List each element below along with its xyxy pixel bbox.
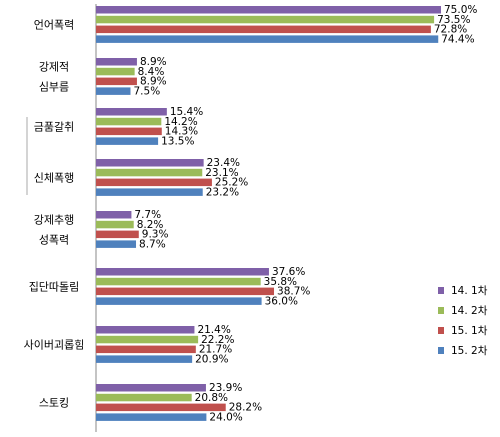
data-label: 23.4% <box>207 157 240 169</box>
bar <box>96 211 132 219</box>
bar <box>96 335 199 344</box>
data-label: 35.8% <box>264 276 297 288</box>
data-label: 21.7% <box>199 344 232 356</box>
data-label: 38.7% <box>277 286 310 298</box>
data-label: 13.5% <box>161 135 194 147</box>
bar <box>96 127 162 136</box>
data-label: 15.4% <box>170 106 203 118</box>
data-label: 20.8% <box>195 392 228 404</box>
category-label: 금품갈취 <box>34 119 74 133</box>
bar <box>96 393 192 402</box>
data-label: 22.2% <box>201 334 234 346</box>
data-label: 23.9% <box>209 382 242 394</box>
value-labels-layer: 75.0% 8.9% 15.4% 23.4% 7.7% 37.6% 21.4% 23.9% 73… <box>134 4 478 423</box>
data-label: 23.2% <box>206 186 239 198</box>
bar <box>96 355 193 363</box>
data-label: 72.8% <box>434 24 467 36</box>
data-label: 21.4% <box>197 324 230 336</box>
data-label: 20.9% <box>195 353 228 365</box>
data-label: 74.4% <box>441 33 474 45</box>
category-label: 강제적 <box>39 60 69 73</box>
data-label: 8.4% <box>138 66 165 78</box>
bar <box>96 35 439 43</box>
data-label: 73.5% <box>437 14 470 26</box>
bar <box>96 67 135 76</box>
data-label: 8.7% <box>139 238 166 250</box>
data-label: 25.2% <box>215 177 248 189</box>
bar <box>96 58 137 66</box>
category-label: 언어폭력 <box>34 18 74 31</box>
data-label: 9.3% <box>142 229 169 241</box>
category-label: 성폭력 <box>39 233 69 246</box>
data-label: 8.2% <box>137 219 164 231</box>
legend-label: 15. 1차 <box>451 325 488 337</box>
category-label: 심부름 <box>39 80 69 93</box>
bar <box>96 384 206 392</box>
bar <box>96 6 441 14</box>
bar <box>96 277 261 286</box>
data-label: 14.2% <box>164 116 197 128</box>
legend-swatch <box>438 347 444 354</box>
bar <box>96 220 134 229</box>
bar <box>96 137 159 145</box>
bar <box>96 326 195 334</box>
category-label: 스토킹 <box>39 396 69 409</box>
legend-swatch <box>438 287 444 294</box>
data-label: 7.5% <box>134 85 161 97</box>
data-label: 37.6% <box>272 266 305 278</box>
category-label: 집단따돌림 <box>29 280 80 293</box>
data-label: 23.1% <box>205 167 238 179</box>
bar <box>96 230 139 239</box>
legend-label: 15. 2차 <box>451 345 488 357</box>
data-label: 8.9% <box>140 56 167 68</box>
bar <box>96 77 137 86</box>
legend: 14. 1차 14. 2차 15. 1차 15. 2차 <box>438 285 488 357</box>
bar <box>96 87 131 95</box>
legend-label: 14. 2차 <box>451 305 488 317</box>
bar <box>96 15 435 24</box>
bar <box>96 108 167 116</box>
category-label: 강제추행 <box>34 213 74 226</box>
bar <box>96 345 196 354</box>
bars-layer <box>96 6 441 421</box>
bar <box>96 178 212 187</box>
legend-label: 14. 1차 <box>451 285 488 297</box>
data-label: 75.0% <box>444 4 477 16</box>
bar <box>96 403 226 412</box>
category-label: 사이버괴롭힘 <box>24 338 85 351</box>
bar <box>96 240 137 248</box>
data-label: 14.3% <box>165 126 198 138</box>
bar <box>96 188 203 196</box>
bar <box>96 117 162 126</box>
bar <box>96 168 203 177</box>
data-label: 36.0% <box>265 295 298 307</box>
category-label: 신체폭행 <box>34 171 74 184</box>
bar <box>96 268 269 276</box>
data-label: 28.2% <box>229 402 262 414</box>
data-label: 7.7% <box>134 209 161 221</box>
bar <box>96 297 262 305</box>
legend-swatch <box>438 327 444 334</box>
data-label: 24.0% <box>209 411 242 423</box>
bar <box>96 287 275 296</box>
legend-swatch <box>438 307 444 314</box>
bar <box>96 159 204 167</box>
bar <box>96 413 207 421</box>
bar <box>96 25 431 34</box>
data-label: 8.9% <box>140 76 167 88</box>
